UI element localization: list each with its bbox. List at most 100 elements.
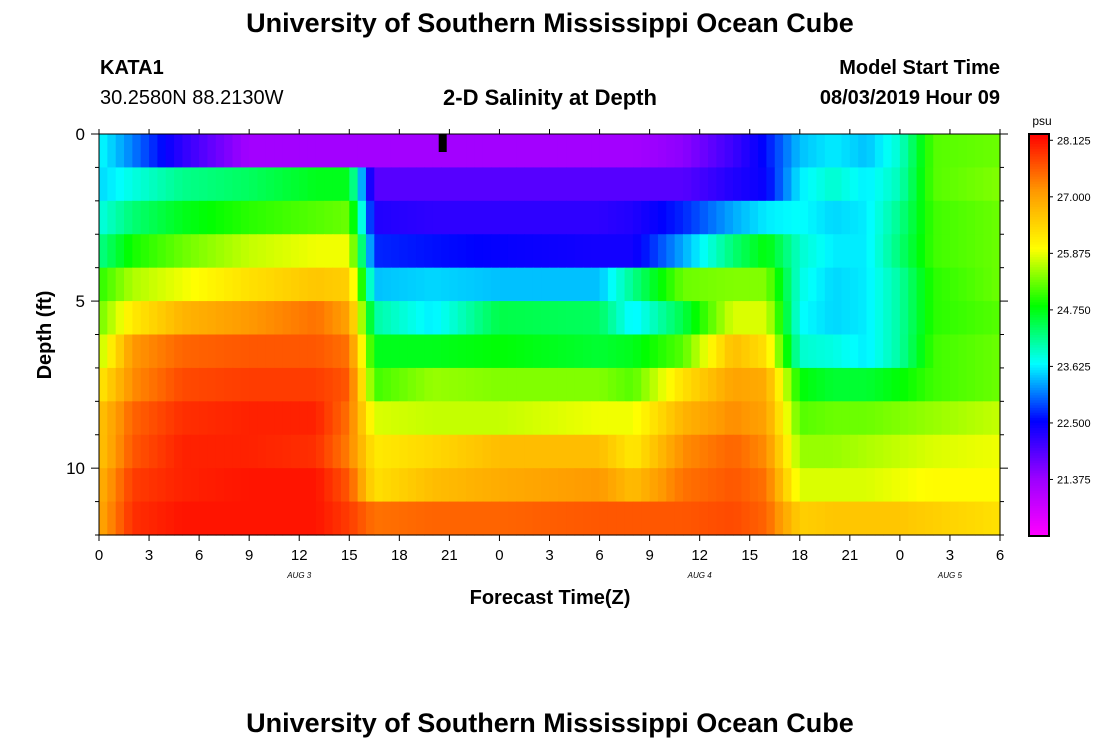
y-tick-label: 5 [76, 292, 85, 311]
heatmap-cell [541, 401, 551, 436]
heatmap-cell [983, 267, 993, 302]
heatmap-cell [340, 367, 350, 402]
heatmap-cell [466, 134, 476, 169]
heatmap-cell [749, 401, 759, 436]
heatmap-cell [632, 134, 642, 169]
colorbar-segment [1029, 196, 1049, 200]
heatmap-cell [799, 334, 809, 369]
heatmap-cell [124, 200, 133, 235]
heatmap-cell [416, 234, 425, 269]
heatmap-cell [249, 267, 259, 302]
colorbar-segment [1029, 513, 1049, 517]
heatmap-cell [174, 468, 184, 503]
heatmap-cell [332, 167, 342, 202]
colorbar-segment [1029, 478, 1049, 482]
heatmap-cell [749, 468, 759, 503]
heatmap-cell [157, 501, 167, 536]
heatmap-cell [232, 301, 242, 336]
heatmap-cell [174, 401, 184, 436]
heatmap-cell [399, 367, 409, 402]
heatmap-cell [908, 200, 918, 235]
heatmap-cell [357, 301, 367, 336]
heatmap-cell [574, 200, 584, 235]
heatmap-cell [132, 200, 142, 235]
heatmap-cell [733, 267, 742, 302]
heatmap-cell [516, 200, 526, 235]
heatmap-cell [682, 134, 692, 169]
heatmap-cell [574, 501, 584, 536]
heatmap-cell [315, 434, 325, 469]
heatmap-cell [949, 501, 959, 536]
heatmap-cell [766, 434, 776, 469]
colorbar-segment [1029, 171, 1049, 175]
heatmap-cell [724, 134, 734, 169]
heatmap-cell [883, 468, 893, 503]
heatmap-cell [607, 434, 617, 469]
colorbar-segment [1029, 372, 1049, 376]
heatmap-cell [524, 468, 534, 503]
heatmap-cell [924, 301, 934, 336]
heatmap-cell [574, 301, 584, 336]
colorbar-segment [1029, 377, 1049, 381]
heatmap-cell [332, 501, 342, 536]
heatmap-cell [107, 301, 117, 336]
heatmap-cell [641, 501, 651, 536]
heatmap-cell [941, 267, 951, 302]
heatmap-cell [566, 468, 576, 503]
x-tick-label: 12 [691, 547, 708, 564]
heatmap-cell [783, 367, 793, 402]
heatmap-cell [315, 501, 325, 536]
heatmap-cell [574, 401, 584, 436]
heatmap-cell [307, 401, 317, 436]
heatmap-cell [791, 267, 801, 302]
heatmap-cell [441, 267, 450, 302]
heatmap-cell [924, 401, 934, 436]
colorbar-segment [1029, 329, 1049, 334]
heatmap-cell [657, 301, 667, 336]
heatmap-cell [165, 267, 175, 302]
colorbar-segment [1029, 438, 1049, 442]
heatmap-cell [466, 301, 476, 336]
heatmap-cell [708, 434, 717, 469]
heatmap-cell [232, 234, 242, 269]
heatmap-cell [599, 134, 609, 169]
heatmap-cell [816, 167, 826, 202]
colorbar-segment [1029, 264, 1049, 268]
heatmap-cell [966, 468, 976, 503]
heatmap-cell [816, 401, 826, 436]
heatmap-cell [833, 267, 843, 302]
heatmap-cell [874, 334, 884, 369]
heatmap-cell [724, 434, 734, 469]
colorbar-segment [1029, 367, 1049, 371]
heatmap-cell [107, 434, 117, 469]
heatmap-cell [432, 334, 442, 369]
heatmap-cell [315, 234, 325, 269]
heatmap-cell [499, 501, 509, 536]
heatmap-cell [974, 134, 984, 169]
heatmap-cell [466, 434, 476, 469]
heatmap-cell [524, 367, 534, 402]
heatmap-cell [916, 267, 926, 302]
heatmap-cell [799, 267, 809, 302]
heatmap-cell [891, 301, 901, 336]
heatmap-cell [249, 167, 259, 202]
heatmap-cell [716, 267, 726, 302]
heatmap-cell [432, 267, 442, 302]
y-axis-label: Depth (ft) [34, 291, 56, 380]
heatmap-cell [507, 434, 517, 469]
heatmap-cell [491, 434, 501, 469]
heatmap-cell [991, 267, 1001, 302]
heatmap-cell [599, 200, 609, 235]
heatmap-cell [532, 301, 542, 336]
heatmap-cell [315, 468, 325, 503]
heatmap-cell [724, 200, 734, 235]
heatmap-cell [708, 468, 717, 503]
heatmap-cell [324, 468, 334, 503]
heatmap-cell [682, 367, 692, 402]
heatmap-cell [791, 301, 801, 336]
colorbar-segment [1029, 458, 1049, 462]
heatmap-cell [691, 434, 701, 469]
heatmap-cell [582, 267, 592, 302]
heatmap-cell [516, 167, 526, 202]
heatmap-cell [232, 401, 242, 436]
